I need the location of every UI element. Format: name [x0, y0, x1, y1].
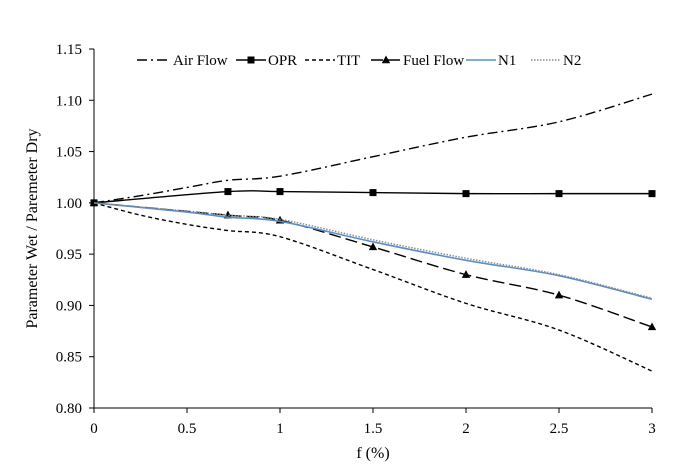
- x-tick-label: 2.5: [550, 421, 569, 437]
- legend-marker: [247, 56, 255, 64]
- series-line: [93, 202, 653, 301]
- x-axis-title: f (%): [356, 445, 389, 462]
- legend-item: OPR: [236, 53, 297, 69]
- x-tick-label: 0: [90, 421, 98, 437]
- y-tick-label: 1.05: [56, 145, 82, 161]
- series-n2: [93, 202, 653, 299]
- x-tick-label: 1.5: [364, 421, 383, 437]
- legend-item: N1: [466, 53, 516, 69]
- legend-label: N1: [498, 53, 516, 69]
- y-tick-label: 1.00: [56, 196, 82, 212]
- data-point-marker: [368, 242, 378, 251]
- legend-marker: [381, 55, 391, 64]
- axes: [93, 49, 652, 409]
- data-point-marker: [276, 188, 284, 196]
- data-point-marker: [369, 189, 377, 197]
- legend-item: Air Flow: [137, 53, 228, 69]
- series-lines: [89, 93, 657, 372]
- data-point-marker: [554, 290, 564, 299]
- data-point-marker: [648, 190, 656, 198]
- y-tick-label: 1.10: [56, 93, 82, 109]
- y-tick-label: 1.15: [56, 42, 82, 58]
- y-tick-label: 0.90: [56, 298, 82, 314]
- data-point-marker: [555, 190, 563, 198]
- x-tick-label: 1: [276, 421, 284, 437]
- legend-label: TIT: [337, 53, 360, 69]
- series-opr: [90, 188, 656, 207]
- legend: Air Flow OPR TIT Fuel Flow N1 N2: [137, 53, 581, 69]
- tick-labels: 0 0.5 1 1.5 2 2.5 3 0.80 0.85 0.90 0.95 1.00 1.05 1.1…: [56, 42, 656, 437]
- data-point-marker: [462, 190, 470, 198]
- y-axis-title: Parameter Wet / Paremeter Dry: [24, 128, 41, 328]
- y-tick-label: 0.85: [56, 350, 82, 366]
- legend-item: N2: [531, 53, 581, 69]
- legend-label: Fuel Flow: [403, 53, 464, 69]
- series-air-flow: [93, 93, 653, 204]
- legend-item: TIT: [305, 53, 360, 69]
- legend-label: OPR: [268, 53, 297, 69]
- series-n1: [93, 202, 653, 301]
- series-line: [93, 202, 653, 328]
- x-tick-label: 2: [462, 421, 470, 437]
- y-tick-label: 0.80: [56, 401, 82, 417]
- data-point-marker: [647, 322, 657, 331]
- legend-label: Air Flow: [173, 53, 228, 69]
- series-tit: [93, 202, 653, 372]
- data-point-marker: [224, 188, 232, 196]
- data-point-marker: [89, 198, 99, 207]
- series-fuel-flow: [89, 198, 657, 331]
- series-line: [93, 202, 653, 299]
- x-tick-label: 0.5: [178, 421, 197, 437]
- data-point-marker: [461, 270, 471, 278]
- x-tick-label: 3: [648, 421, 656, 437]
- series-line: [93, 93, 653, 204]
- series-line: [93, 202, 653, 372]
- y-tick-label: 0.95: [56, 247, 82, 263]
- legend-item: Fuel Flow: [371, 53, 464, 69]
- legend-label: N2: [563, 53, 581, 69]
